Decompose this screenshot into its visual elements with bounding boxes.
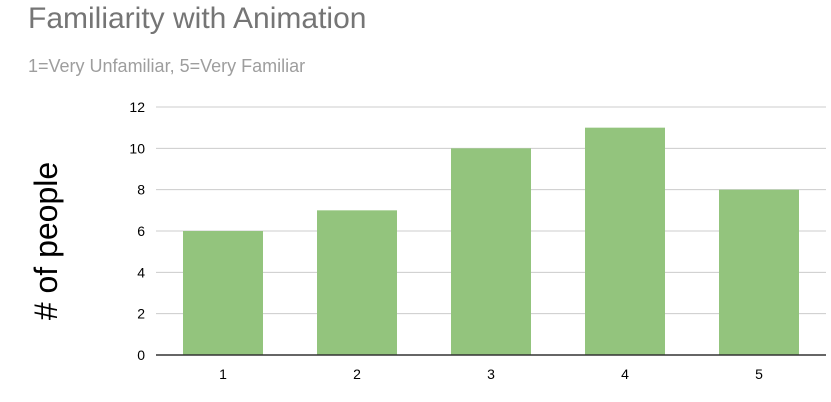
y-tick-label: 4 [137, 264, 145, 280]
chart-title: Familiarity with Animation [28, 2, 367, 35]
y-tick-labels: 0 2 4 6 8 10 12 [129, 99, 145, 363]
bar [317, 210, 397, 355]
x-tick-labels: 1 2 3 4 5 [219, 366, 763, 382]
bar [183, 231, 263, 355]
y-tick-label: 6 [137, 223, 145, 239]
x-tick-label: 2 [353, 366, 361, 382]
y-tick-label: 12 [129, 99, 145, 115]
chart-subtitle: 1=Very Unfamiliar, 5=Very Familiar [28, 56, 306, 76]
y-tick-label: 8 [137, 182, 145, 198]
y-tick-label: 0 [137, 347, 145, 363]
bar [719, 189, 799, 355]
bar [585, 127, 665, 356]
x-tick-label: 5 [755, 366, 763, 382]
x-tick-label: 3 [487, 366, 495, 382]
y-axis-label: # of people [28, 162, 64, 320]
y-tick-label: 2 [137, 306, 145, 322]
bars [183, 127, 799, 356]
x-tick-label: 1 [219, 366, 227, 382]
x-tick-label: 4 [621, 366, 629, 382]
bar [451, 148, 531, 355]
y-tick-label: 10 [129, 140, 145, 156]
